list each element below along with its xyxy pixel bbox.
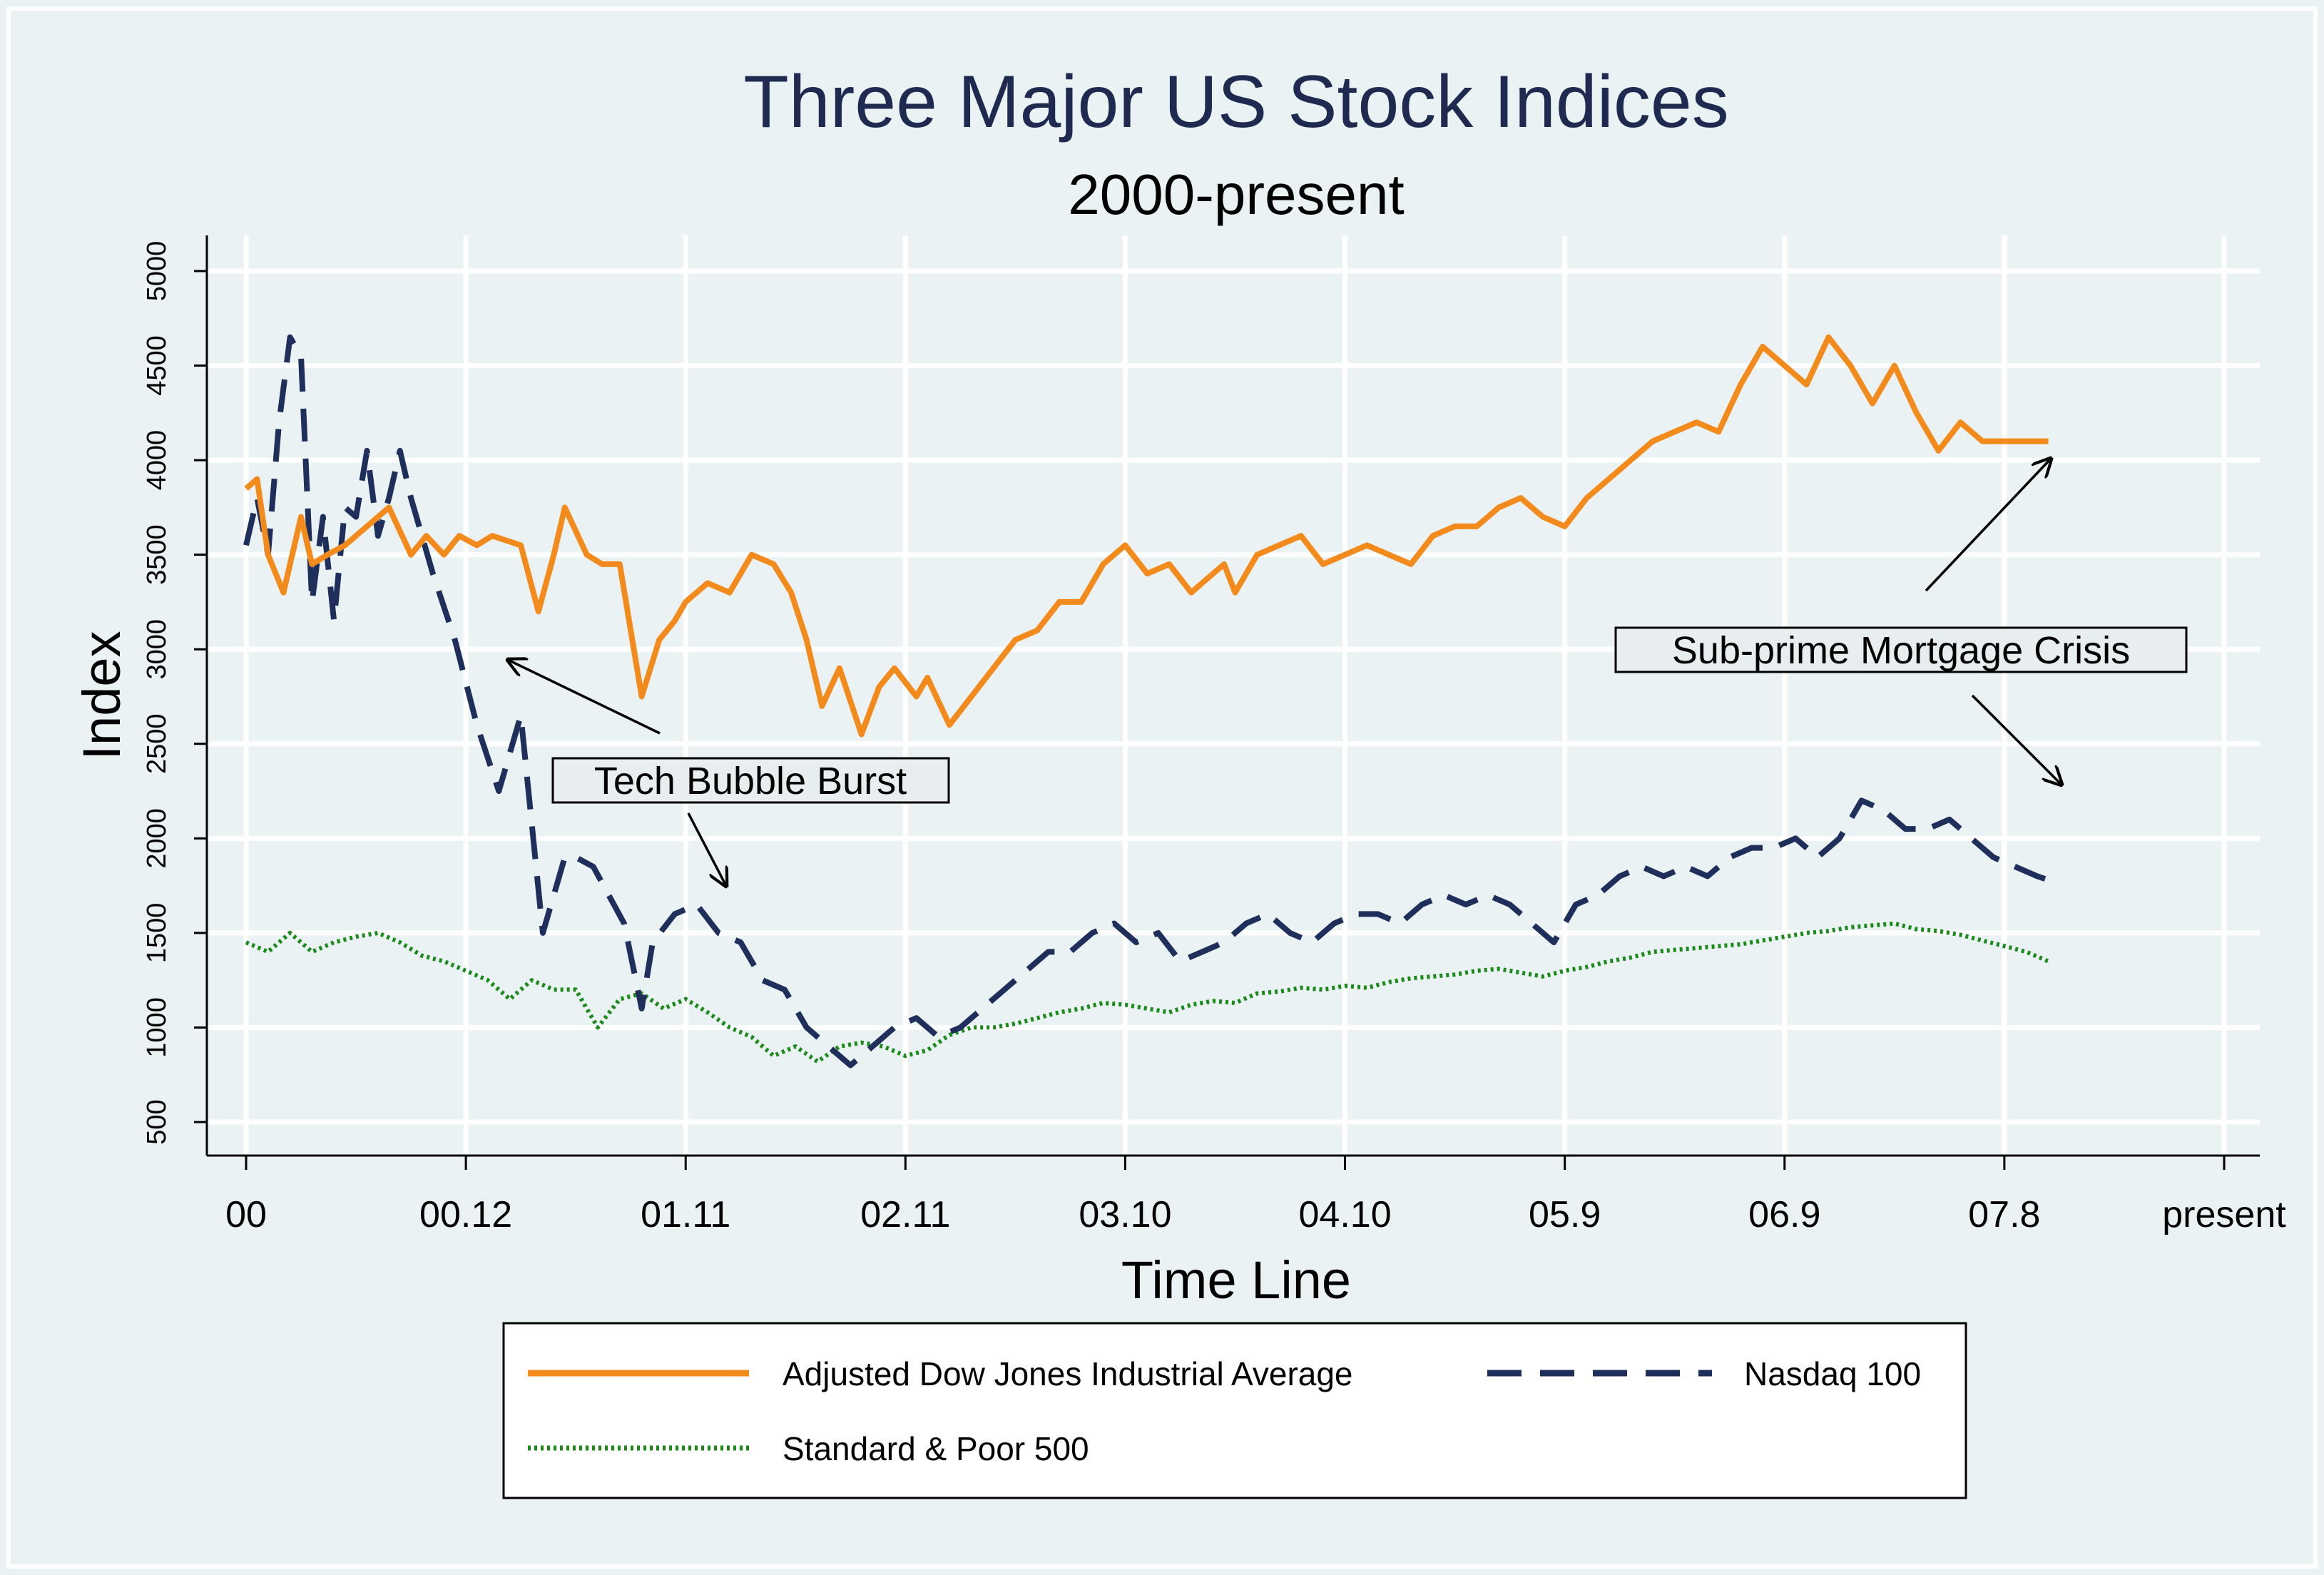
annotation-tech-bubble: Tech Bubble Burst xyxy=(508,660,950,886)
x-tick-label: 01.11 xyxy=(641,1194,730,1235)
x-tick-label: 02.11 xyxy=(860,1194,950,1235)
x-tick-label: 03.10 xyxy=(1079,1194,1171,1235)
y-tick-label: 2500 xyxy=(142,714,172,775)
y-tick-label: 2000 xyxy=(142,808,172,869)
annotation-subprime: Sub-prime Mortgage Crisis xyxy=(1614,459,2188,785)
x-tick-label: 04.10 xyxy=(1298,1194,1391,1235)
annotation-arrow-tech-1 xyxy=(508,660,661,735)
annotation-box-subprime xyxy=(1614,626,2188,673)
y-tick-label: 3000 xyxy=(142,619,172,680)
x-tick-label: 00.12 xyxy=(419,1194,512,1235)
annotation-box-tech xyxy=(551,757,950,804)
legend-label-dow: Adjusted Dow Jones Industrial Average xyxy=(783,1355,1353,1392)
figure-frame xyxy=(6,6,2318,1569)
annotation-label-subprime: Sub-prime Mortgage Crisis xyxy=(1672,629,2130,672)
y-tick-label: 1000 xyxy=(142,997,172,1058)
annotation-arrow-tech-2 xyxy=(687,812,726,886)
x-tick-label: 00 xyxy=(225,1194,267,1235)
x-tick-label: 07.8 xyxy=(1968,1194,2040,1235)
y-tick-label: 4000 xyxy=(142,430,172,491)
y-tick-label: 4500 xyxy=(142,335,172,396)
series-lines xyxy=(243,334,2049,1069)
x-tick-label: 06.9 xyxy=(1748,1194,1820,1235)
legend-label-sp500: Standard & Poor 500 xyxy=(783,1430,1089,1467)
legend-box xyxy=(502,1322,1967,1499)
series-line-dow xyxy=(244,334,2049,738)
y-tick-label: 500 xyxy=(142,1099,172,1144)
plot-background xyxy=(207,235,2260,1156)
legend-label-nasdaq: Nasdaq 100 xyxy=(1744,1355,1921,1392)
series-line-sp500 xyxy=(245,921,2049,1064)
chart-subtitle: 2000-present xyxy=(1068,163,1404,226)
legend: Adjusted Dow Jones Industrial Average Na… xyxy=(502,1322,1967,1499)
series-line-nasdaq xyxy=(243,334,2049,1069)
y-axis-ticks: 500 1000 1500 2000 2500 3000 3500 4000 4500 5000 xyxy=(142,241,207,1145)
annotation-arrow-subprime-1 xyxy=(1925,459,2051,592)
y-axis-label: Index xyxy=(72,631,131,760)
x-axis-ticks: 00 00.12 01.11 02.11 03.10 04.10 05.9 06.9 07.8 p… xyxy=(225,1156,2286,1235)
y-tick-label: 3500 xyxy=(142,524,172,585)
y-tick-label: 1500 xyxy=(142,903,172,964)
annotation-label-tech: Tech Bubble Burst xyxy=(594,760,907,802)
chart-title: Three Major US Stock Indices xyxy=(743,61,1728,143)
plot-area: 500100015002000250030003500400045005000 … xyxy=(142,235,2286,1235)
x-tick-label: present xyxy=(2162,1194,2286,1235)
x-tick-label: 05.9 xyxy=(1529,1194,1601,1235)
x-axis-label: Time Line xyxy=(1121,1250,1351,1310)
annotation-arrow-subprime-2 xyxy=(1971,694,2061,785)
y-tick-label: 5000 xyxy=(142,241,172,302)
